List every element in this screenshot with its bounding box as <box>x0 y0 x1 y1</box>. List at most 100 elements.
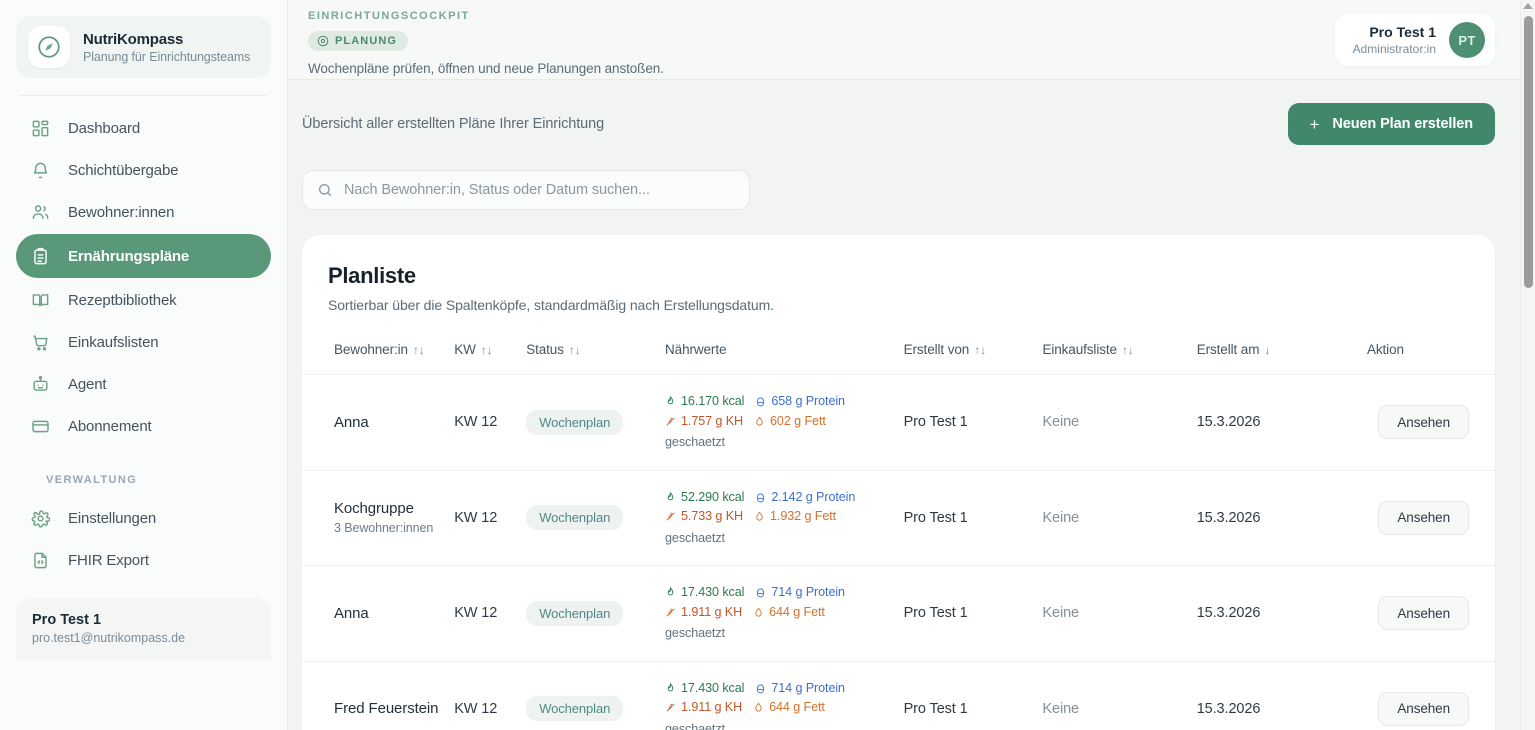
nutrition-fett: 602 g Fett <box>754 412 826 432</box>
column-header-kw[interactable]: KW ↑↓ <box>454 342 526 375</box>
nutrition-fett: 644 g Fett <box>753 603 825 623</box>
sidebar-item-agent[interactable]: Agent <box>16 364 271 404</box>
status-badge: Wochenplan <box>526 505 624 531</box>
column-label: Nährwerte <box>665 342 727 357</box>
nutrition-kcal-value: 52.290 kcal <box>681 489 745 504</box>
sidebar-item-einstellungen[interactable]: Einstellungen <box>16 498 271 538</box>
wheat-icon <box>665 607 676 618</box>
sidebar-section-label: VERWALTUNG <box>46 474 138 486</box>
scrollbar-thumb[interactable] <box>1524 16 1533 288</box>
table-row[interactable]: Kochgruppe 3 Bewohner:innen KW 12 Wochen… <box>302 470 1495 566</box>
view-button[interactable]: Ansehen <box>1378 596 1469 631</box>
top-header: EINRICHTUNGSCOCKPIT PLANUNG Wochenpläne … <box>288 0 1535 80</box>
column-header-einkaufsliste[interactable]: Einkaufsliste ↑↓ <box>1042 342 1196 375</box>
column-header-aktion: Aktion <box>1351 342 1495 375</box>
sidebar-item-fhir-export[interactable]: FHIR Export <box>16 540 271 580</box>
column-label: Aktion <box>1366 342 1404 357</box>
column-header-status[interactable]: Status ↑↓ <box>526 342 665 375</box>
nutrition-kcal-value: 17.430 kcal <box>681 585 745 600</box>
nutrition-fett: 644 g Fett <box>753 698 825 718</box>
avatar: PT <box>1449 22 1485 58</box>
compass-icon <box>28 26 70 68</box>
brand[interactable]: NutriKompass Planung für Einrichtungstea… <box>16 16 271 78</box>
cell-bewohnerin: Anna <box>302 566 454 662</box>
sidebar-item-label: Agent <box>68 375 107 393</box>
search-input[interactable] <box>344 182 735 198</box>
nutrition-line-2: 5.733 g KH 1.932 g Fett <box>665 507 904 527</box>
sidebar-item-ernaehrungsplaene[interactable]: Ernährungspläne <box>16 234 271 278</box>
scroll-up-arrow-icon[interactable] <box>1523 3 1533 9</box>
brand-title: NutriKompass <box>83 30 184 48</box>
status-badge: PLANUNG <box>308 31 409 51</box>
column-label: Bewohner:in <box>334 342 408 357</box>
nutrition-note: geschaetzt <box>665 721 725 730</box>
cell-kw: KW 12 <box>454 414 498 431</box>
nutrition-line-1: 17.430 kcal 714 g Protein <box>665 583 904 603</box>
nutrition-fett-value: 602 g Fett <box>770 413 826 428</box>
sort-icon: ↑↓ <box>568 343 581 357</box>
column-header-erstellt-von[interactable]: Erstellt von ↑↓ <box>904 342 1043 375</box>
cell-aktion: Ansehen <box>1351 661 1495 730</box>
gear-icon <box>30 508 51 529</box>
sidebar-item-label: Bewohner:innen <box>68 203 175 221</box>
search-bar[interactable] <box>302 170 750 210</box>
file-code-icon <box>30 550 51 571</box>
user-menu-name: Pro Test 1 <box>1369 24 1436 40</box>
view-button[interactable]: Ansehen <box>1378 691 1469 726</box>
table-row[interactable]: Anna KW 12 Wochenplan <box>302 565 1495 662</box>
nutrition-protein-value: 714 g Protein <box>771 680 845 695</box>
sidebar-item-label: Abonnement <box>68 417 152 435</box>
cell-naehrwerte: 17.430 kcal 714 g Protein <box>665 661 904 730</box>
sidebar-item-label: Ernährungspläne <box>68 247 190 265</box>
cell-erstellt-von: Pro Test 1 <box>903 414 968 431</box>
egg-protein-icon <box>755 492 766 503</box>
page-scrollbar[interactable] <box>1520 0 1535 730</box>
cell-erstellt-von: Pro Test 1 <box>903 700 968 717</box>
cell-aktion: Ansehen <box>1351 375 1495 471</box>
flame-icon <box>665 587 676 598</box>
sidebar-user-card[interactable]: Pro Test 1 pro.test1@nutrikompass.de <box>16 598 271 661</box>
cell-naehrwerte: 52.290 kcal 2.142 g Protein <box>665 470 904 566</box>
sidebar-item-label: Schichtübergabe <box>68 161 179 179</box>
sidebar-item-abonnement[interactable]: Abonnement <box>16 406 271 446</box>
sidebar-item-label: Einkaufslisten <box>68 333 159 351</box>
table-row[interactable]: Fred Feuerstein KW 12 Wochenplan <box>302 661 1495 730</box>
sidebar-item-dashboard[interactable]: Dashboard <box>16 108 271 148</box>
user-menu-role: Administrator:in <box>1352 42 1436 56</box>
nutrition-fett-value: 644 g Fett <box>769 604 825 619</box>
cell-naehrwerte: 17.430 kcal 714 g Protein <box>665 566 904 662</box>
cell-erstellt-von: Pro Test 1 <box>903 605 968 622</box>
cell-status: Wochenplan <box>526 566 665 662</box>
nutrition-protein-value: 714 g Protein <box>771 585 845 600</box>
wheat-icon <box>665 511 676 522</box>
cell-aktion: Ansehen <box>1351 470 1495 566</box>
page-description: Wochenpläne prüfen, öffnen und neue Plan… <box>308 61 664 76</box>
cell-erstellt-von: Pro Test 1 <box>903 509 968 526</box>
table-row[interactable]: Anna KW 12 Wochenplan <box>302 374 1495 471</box>
resident-name: Anna <box>334 604 369 622</box>
sidebar-item-schichtuebergabe[interactable]: Schichtübergabe <box>16 150 271 190</box>
nutrition-block: 17.430 kcal 714 g Protein <box>665 583 904 644</box>
sidebar-user-email: pro.test1@nutrikompass.de <box>32 631 186 645</box>
droplet-icon <box>753 607 764 618</box>
user-menu[interactable]: Pro Test 1 Administrator:in PT <box>1334 14 1495 66</box>
flame-icon <box>665 396 676 407</box>
sort-icon: ↑↓ <box>974 343 986 357</box>
view-button[interactable]: Ansehen <box>1378 500 1469 535</box>
cell-bewohnerin: Kochgruppe 3 Bewohner:innen <box>302 470 454 566</box>
sidebar-item-rezeptbibliothek[interactable]: Rezeptbibliothek <box>16 280 271 320</box>
column-header-bewohnerin[interactable]: Bewohner:in ↑↓ <box>302 342 454 375</box>
sidebar-user-name: Pro Test 1 <box>32 612 102 628</box>
status-badge: Wochenplan <box>526 696 624 722</box>
sidebar-item-einkaufslisten[interactable]: Einkaufslisten <box>16 322 271 362</box>
create-plan-label: Neuen Plan erstellen <box>1332 116 1473 132</box>
column-header-erstellt-am[interactable]: Erstellt am ↓ <box>1197 342 1351 375</box>
grid-dashboard-icon <box>30 118 51 139</box>
nutrition-fett-value: 644 g Fett <box>769 700 825 715</box>
compass-icon <box>317 35 329 47</box>
resident-name: Anna <box>334 413 369 431</box>
view-button[interactable]: Ansehen <box>1378 405 1469 440</box>
plus-icon: + <box>1309 114 1320 134</box>
sidebar-item-bewohnerinnen[interactable]: Bewohner:innen <box>16 192 271 232</box>
create-plan-button[interactable]: + Neuen Plan erstellen <box>1287 103 1495 145</box>
